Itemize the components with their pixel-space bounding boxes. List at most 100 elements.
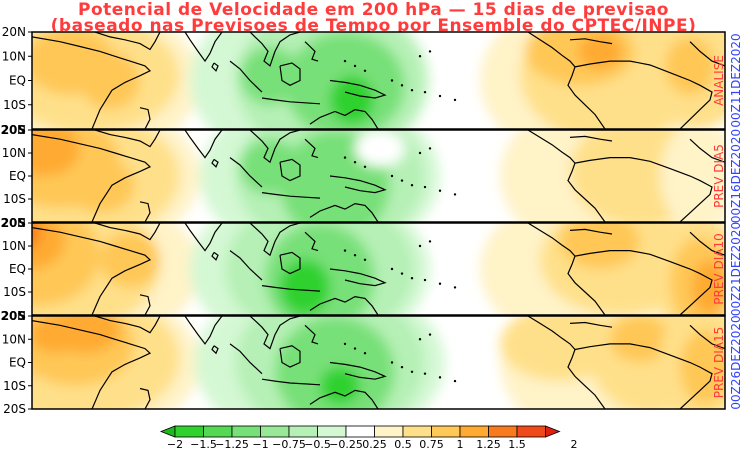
colorbar-label: 0.25 <box>362 438 387 450</box>
colorbar-label: −1.5 <box>190 438 217 450</box>
coastline <box>569 321 613 328</box>
shading-cell <box>100 232 160 288</box>
colorbar-segment <box>231 425 261 438</box>
coastlines <box>32 130 725 222</box>
lat-tick-label: 10N <box>2 49 26 63</box>
map-title-line1: Potencial de Velocidade em 200 hPa — 15 … <box>77 0 669 20</box>
coastline <box>139 107 151 129</box>
coastline <box>329 268 387 287</box>
shading-cell <box>665 36 715 96</box>
colorbar-segment <box>288 425 318 438</box>
colorbar-label: −0.25 <box>329 438 363 450</box>
panel-label: PREV DIA10 <box>712 233 726 304</box>
coastline <box>211 251 219 261</box>
coastline <box>211 158 219 168</box>
lat-tick-label-overlap: 20S <box>1 123 26 137</box>
coastline <box>229 60 263 93</box>
coastline <box>569 135 613 142</box>
island <box>363 69 367 73</box>
colorbar-under-arrow <box>159 425 176 438</box>
panel-1 <box>32 32 725 129</box>
island <box>390 267 394 271</box>
island <box>418 338 422 341</box>
panel-label: ANALISE <box>712 55 726 106</box>
shading-cell <box>240 139 300 195</box>
coastline <box>569 38 613 45</box>
colorbar-segment <box>402 425 432 438</box>
coastline <box>279 251 301 275</box>
coastline <box>184 316 223 345</box>
lat-tick-label: 10S <box>3 379 26 393</box>
coastline <box>32 134 152 222</box>
island <box>428 50 432 53</box>
island <box>343 249 347 252</box>
colorbar-segment <box>317 425 347 438</box>
panel-date: 00Z21DEZ2020 <box>729 222 743 316</box>
island <box>410 370 414 373</box>
island <box>390 361 394 364</box>
shading-cell <box>320 367 360 405</box>
island <box>428 240 432 243</box>
coastline <box>139 387 151 409</box>
island <box>353 347 357 350</box>
shading-cell <box>660 130 725 222</box>
island <box>390 79 394 82</box>
coastline <box>94 316 161 334</box>
coastline <box>32 227 152 315</box>
island <box>390 174 394 178</box>
coastline <box>304 138 319 159</box>
coastline <box>32 36 152 129</box>
latitude-axis: 20N10NEQ10S20N10NEQ10S20S20N10NEQ10S20S2… <box>1 25 32 416</box>
coastline <box>229 250 263 281</box>
lat-tick-label: 20S <box>3 402 26 416</box>
coastline <box>94 130 161 148</box>
coastline <box>527 130 576 164</box>
coastline <box>574 60 713 129</box>
coastline <box>689 324 725 350</box>
lat-tick-label: EQ <box>9 356 26 370</box>
colorbar-segment <box>374 425 404 438</box>
coastline <box>527 316 576 350</box>
coastline <box>567 349 606 409</box>
colorbar-label: −0.75 <box>272 438 306 450</box>
colorbar-label: 2 <box>571 438 578 450</box>
island <box>400 84 404 87</box>
island <box>400 272 404 275</box>
island <box>363 258 367 261</box>
island <box>400 179 404 182</box>
island <box>453 286 457 289</box>
island <box>363 352 367 355</box>
colorbar-segment <box>459 425 489 438</box>
colorbar: −2 −1.5−1.25 −1 −0.75−0.5−0.25 0.25 0.5 0.75 1 1… <box>159 425 578 450</box>
colorbar-segment <box>203 425 233 438</box>
island <box>343 156 347 159</box>
coastline <box>279 62 301 86</box>
shading-cell <box>32 223 65 269</box>
island <box>418 151 422 155</box>
shading-cell <box>330 75 374 125</box>
coastline <box>689 138 725 163</box>
lat-tick-label: 10N <box>2 146 26 160</box>
map-title-line2: (baseado nas Previsoes de Tempo por Ense… <box>50 16 697 36</box>
lat-tick-label: 10S <box>3 192 26 206</box>
coastline <box>329 175 387 194</box>
island <box>453 379 457 383</box>
coastline <box>184 32 223 63</box>
panel-label: PREV DIA5 <box>712 144 726 208</box>
panel-3 <box>32 223 725 315</box>
coastline <box>309 389 379 409</box>
lat-tick-label: 20N <box>2 216 26 230</box>
lat-tick-label: 10S <box>3 285 26 299</box>
coastline <box>527 32 576 68</box>
island <box>428 147 432 150</box>
lat-tick-label: EQ <box>9 262 26 276</box>
lat-tick-label: 10N <box>2 332 26 346</box>
island <box>438 189 442 192</box>
island <box>428 333 432 336</box>
lat-tick-label: EQ <box>9 169 26 183</box>
shading-cell <box>560 223 640 269</box>
coastlines <box>32 223 725 315</box>
colorbar-over-arrow <box>545 425 561 438</box>
coastline <box>574 343 713 409</box>
